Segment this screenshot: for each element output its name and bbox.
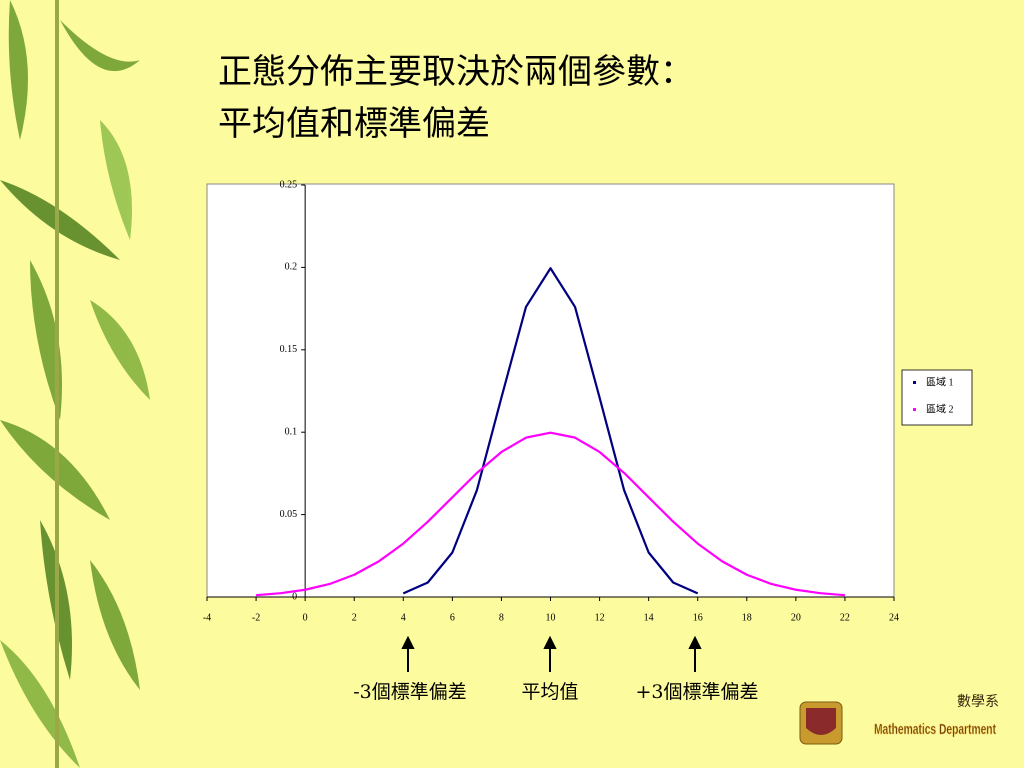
y-tick-label: 0.05 <box>280 509 298 520</box>
x-tick-label: 22 <box>840 612 850 623</box>
slide-subtitle: 平均值和標準偏差 <box>218 104 490 144</box>
x-tick-label: 14 <box>644 612 654 623</box>
x-tick-label: -4 <box>203 612 211 623</box>
slide-title: 正態分佈主要取決於兩個參數： <box>218 52 694 92</box>
x-tick-label: 18 <box>742 612 752 623</box>
x-tick-label: -2 <box>252 612 260 623</box>
annotation: +3個標準偏差 <box>635 681 758 703</box>
x-tick-label: 10 <box>546 612 556 623</box>
y-tick-label: 0.25 <box>280 179 298 190</box>
series-line <box>255 431 846 597</box>
annotation: -3個標準偏差 <box>353 681 467 703</box>
series-line <box>402 267 699 595</box>
logo-title: 數學系 <box>957 694 999 710</box>
annotation-arrows <box>401 635 702 672</box>
x-tick-label: 16 <box>693 612 703 623</box>
y-tick-label: 0 <box>292 591 297 602</box>
legend-marker <box>913 381 916 384</box>
y-tick-label: 0.15 <box>280 344 298 355</box>
legend <box>901 369 973 426</box>
bamboo-decoration <box>0 0 150 768</box>
logo: 數學系 Mathematics Department <box>799 694 999 745</box>
plot-area <box>206 183 895 598</box>
legend-label: 區域 2 <box>926 402 954 415</box>
logo-subtitle: Mathematics Department <box>874 721 996 738</box>
x-tick-label: 6 <box>450 612 455 623</box>
annotation: 平均值 <box>521 681 578 703</box>
y-tick-label: 0.1 <box>285 426 298 437</box>
x-tick-label: 12 <box>595 612 605 623</box>
x-tick-label: 8 <box>499 612 504 623</box>
x-tick-label: 20 <box>791 612 801 623</box>
y-tick-label: 0.2 <box>285 262 298 273</box>
x-tick-label: 2 <box>352 612 357 623</box>
x-tick-label: 0 <box>303 612 308 623</box>
x-tick-label: 4 <box>401 612 406 623</box>
x-tick-label: 24 <box>889 612 899 623</box>
legend-marker <box>913 408 916 411</box>
legend-label: 區域 1 <box>926 375 954 388</box>
